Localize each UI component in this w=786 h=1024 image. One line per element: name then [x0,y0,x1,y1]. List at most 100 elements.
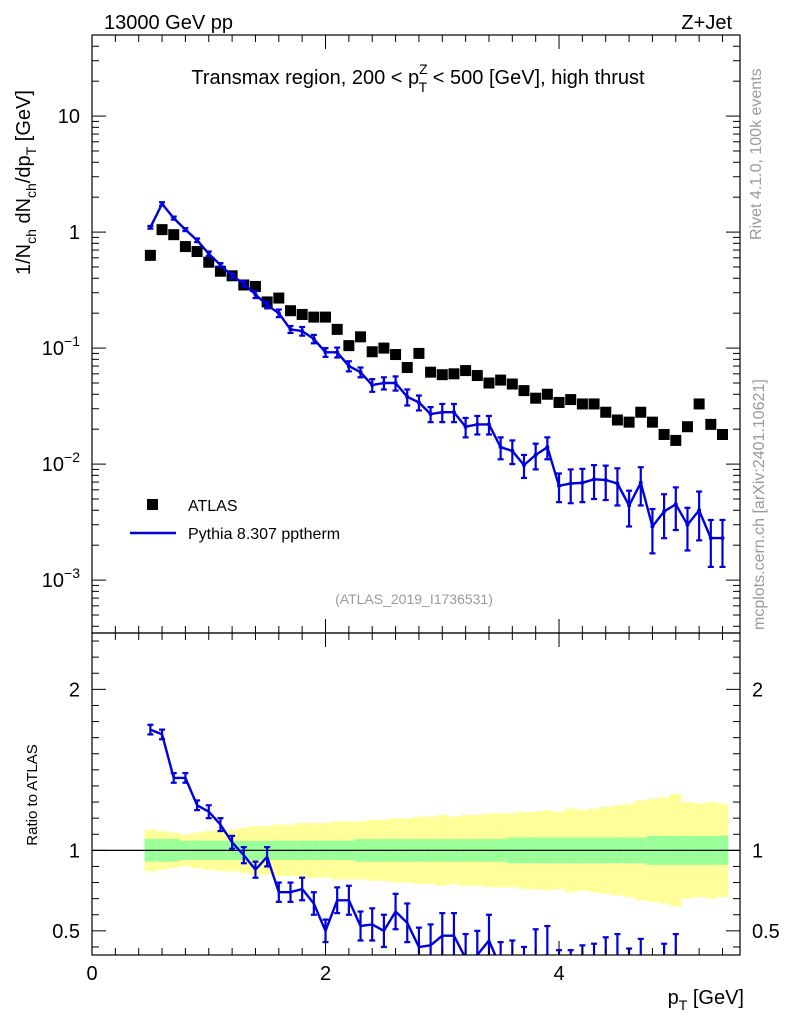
atlas-data-point [588,398,600,410]
atlas-data-point [273,292,285,304]
ratio-tick-label-right: 1 [752,840,763,862]
atlas-data-point [320,311,332,323]
pythia-point [241,281,246,286]
y-axis-label: 1/Nch dNch/dpT [GeV] [13,90,39,275]
pythia-point [522,463,526,468]
pythia-point [300,329,305,334]
y-tick-label: 10 [58,106,80,128]
atlas-data-series [144,224,728,446]
atlas-data-point [693,398,705,410]
atlas-data-point [355,331,367,343]
atlas-data-point [553,396,565,408]
pythia-point [253,292,258,297]
pythia-point [498,445,503,450]
atlas-data-point [390,349,402,361]
header-energy-label: 13000 GeV pp [104,12,233,34]
chart-title: Transmax region, 200 < pZ T < 500 [GeV], … [191,61,645,95]
atlas-data-point [646,416,658,428]
pythia-point [148,225,153,230]
legend-atlas-marker [147,499,158,510]
atlas-data-point [401,362,413,374]
pythia-point [708,536,713,541]
pythia-point [323,350,328,355]
atlas-data-point [506,378,518,390]
atlas-data-point [144,249,156,261]
y-tick-label: 10−1 [42,333,80,360]
atlas-data-point [635,406,647,418]
atlas-data-point [168,229,180,241]
atlas-data-point [366,346,378,358]
atlas-data-point [214,265,226,277]
pythia-point [475,422,480,427]
pythia-point [335,350,340,355]
pythia-point [697,508,702,513]
atlas-data-point [471,370,483,382]
pythia-point [265,303,270,308]
pythia-point [615,481,620,486]
pythia-mc-series [147,201,726,568]
atlas-data-point [460,365,472,377]
pythia-point [673,502,678,507]
pythia-point [580,480,585,485]
atlas-data-point [331,323,343,335]
pythia-point [381,381,386,386]
pythia-point [370,383,375,388]
pythia-point [288,327,293,332]
pythia-curve [149,202,723,540]
pythia-point [171,216,176,221]
atlas-data-point [495,374,507,386]
ratio-tick-label-left: 0.5 [52,921,80,943]
atlas-data-point [705,418,717,430]
pythia-point [486,422,491,427]
atlas-data-point [448,368,460,380]
pythia-point [206,251,211,256]
atlas-data-point [203,256,215,268]
pythia-point [451,410,456,415]
atlas-data-point [296,308,308,320]
atlas-data-point [611,414,623,426]
pythia-point [230,273,235,278]
pythia-point [311,336,316,341]
pythia-point [545,445,550,450]
atlas-data-point [425,366,437,378]
atlas-data-point [249,280,261,292]
rivet-version-label: Rivet 4.1.0, 100k events [748,68,765,240]
ratio-tick-label-right: 2 [752,679,763,701]
atlas-data-point [156,224,168,236]
atlas-data-point [483,377,495,389]
y-tick-label: 1 [69,222,80,244]
pythia-point [463,424,468,429]
pythia-point [638,480,643,485]
ratio-tick-label-left: 2 [69,679,80,701]
pythia-point [557,483,562,488]
mcplots-reference-label: mcplots.cern.ch [arXiv:2401.10621] [751,379,768,630]
atlas-data-point [413,347,425,359]
atlas-data-point [436,369,448,381]
atlas-data-point [530,392,542,404]
pythia-point [276,311,281,316]
pythia-point [440,410,445,415]
legend-pythia-label: Pythia 8.307 pptherm [188,526,340,543]
atlas-data-point [343,340,355,352]
atlas-data-point [600,406,612,418]
pythia-point [510,448,515,453]
atlas-data-point [518,385,530,397]
pythia-point [428,412,433,417]
atlas-data-point [576,398,588,410]
header-process-label: Z+Jet [681,12,732,34]
atlas-data-point [179,241,191,253]
x-axis-label: pT [GeV] [668,987,744,1013]
atlas-data-point [378,342,390,354]
pythia-point [416,400,421,405]
atlas-data-point [565,394,577,406]
pythia-point [650,524,655,529]
ratio-plot-frame [91,632,741,956]
legend: ATLAS Pythia 8.307 pptherm [130,498,340,543]
pythia-point [592,477,597,482]
ratio-tick-label-right: 0.5 [752,921,780,943]
atlas-data-point [658,428,670,440]
legend-atlas-label: ATLAS [188,498,238,515]
pythia-point [393,381,398,386]
atlas-data-point [541,388,553,400]
